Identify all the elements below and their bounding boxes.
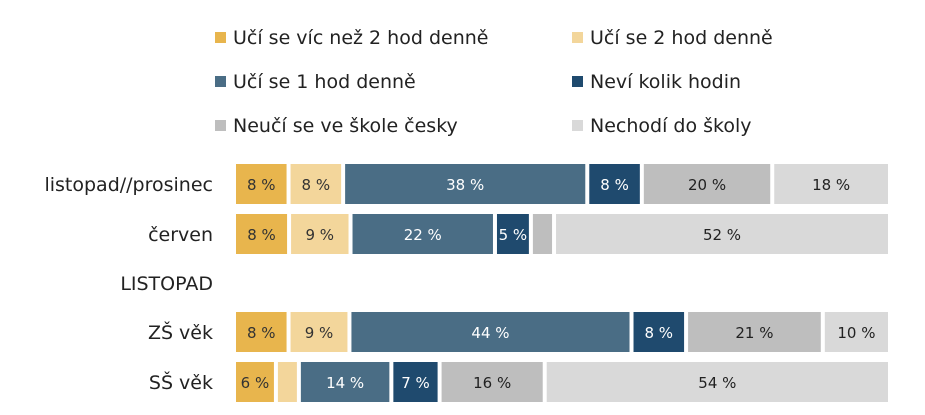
legend-swatch-6 <box>572 120 583 131</box>
bar-2-6 <box>556 214 888 254</box>
bars: 8 % 8 % 38 % 8 % 20 % 18 % 8 % 9 % 22 % 5 % 52 % 8 … <box>236 164 888 402</box>
legend-label-1: Učí se víc než 2 hod denně <box>233 27 488 49</box>
data-label-1-6: 18 % <box>812 176 850 194</box>
category-label-1: listopad//prosinec <box>44 174 213 196</box>
bar-5-6 <box>546 362 888 402</box>
legend: Učí se víc než 2 hod denně Učí se 2 hod d… <box>215 27 773 137</box>
bar-4-4 <box>633 312 685 352</box>
bar-1-6 <box>774 164 888 204</box>
bar-2-3 <box>352 214 493 254</box>
bar-5-1 <box>236 362 274 402</box>
data-label-4-1: 8 % <box>247 324 276 342</box>
data-label-5-6: 54 % <box>698 374 736 392</box>
data-label-4-2: 9 % <box>305 324 334 342</box>
data-label-5-5: 16 % <box>473 374 511 392</box>
bar-1-3 <box>345 164 586 204</box>
data-label-2-1: 8 % <box>247 226 276 244</box>
bar-4-5 <box>688 312 821 352</box>
category-labels: listopad//prosinec červen LISTOPAD ZŠ věk SŠ… <box>44 174 213 394</box>
bar-4-2 <box>290 312 348 352</box>
legend-label-4: Neví kolik hodin <box>590 71 741 93</box>
bar-5-2 <box>277 362 297 402</box>
data-label-4-6: 10 % <box>837 324 875 342</box>
bar-1-2 <box>290 164 342 204</box>
data-label-5-1: 6 % <box>241 374 270 392</box>
bar-2-1 <box>236 214 288 254</box>
category-label-5: SŠ věk <box>149 370 213 394</box>
bar-4-6 <box>824 312 888 352</box>
category-label-3: LISTOPAD <box>120 273 213 295</box>
bar-4-3 <box>351 312 630 352</box>
data-label-5-3: 14 % <box>326 374 364 392</box>
bar-5-3 <box>300 362 390 402</box>
data-label-5-4: 7 % <box>401 374 430 392</box>
data-label-2-4: 5 % <box>499 226 528 244</box>
bar-1-1 <box>236 164 287 204</box>
legend-label-2: Učí se 2 hod denně <box>590 27 773 49</box>
legend-swatch-4 <box>572 76 583 87</box>
data-label-1-3: 38 % <box>446 176 484 194</box>
data-label-1-2: 8 % <box>302 176 331 194</box>
data-label-1-4: 8 % <box>600 176 629 194</box>
bar-5-4 <box>393 362 438 402</box>
data-label-4-4: 8 % <box>645 324 674 342</box>
data-label-2-3: 22 % <box>404 226 442 244</box>
data-label-4-5: 21 % <box>735 324 773 342</box>
data-label-2-2: 9 % <box>306 226 335 244</box>
legend-swatch-3 <box>215 76 226 87</box>
data-label-1-1: 8 % <box>247 176 276 194</box>
bar-2-5 <box>532 214 553 254</box>
data-label-1-5: 20 % <box>688 176 726 194</box>
bar-2-4 <box>496 214 529 254</box>
bar-2-2 <box>291 214 349 254</box>
legend-label-5: Neučí se ve škole česky <box>233 115 458 137</box>
legend-swatch-2 <box>572 32 583 43</box>
category-label-2: červen <box>148 224 213 246</box>
legend-swatch-5 <box>215 120 226 131</box>
bar-1-4 <box>589 164 640 204</box>
bar-1-5 <box>643 164 771 204</box>
legend-swatch-1 <box>215 32 226 43</box>
bar-5-5 <box>441 362 543 402</box>
legend-label-3: Učí se 1 hod denně <box>233 71 416 93</box>
bar-4-1 <box>236 312 287 352</box>
legend-label-6: Nechodí do školy <box>590 115 752 137</box>
data-label-2-6: 52 % <box>703 226 741 244</box>
data-label-4-3: 44 % <box>471 324 509 342</box>
category-label-4: ZŠ věk <box>148 320 213 344</box>
